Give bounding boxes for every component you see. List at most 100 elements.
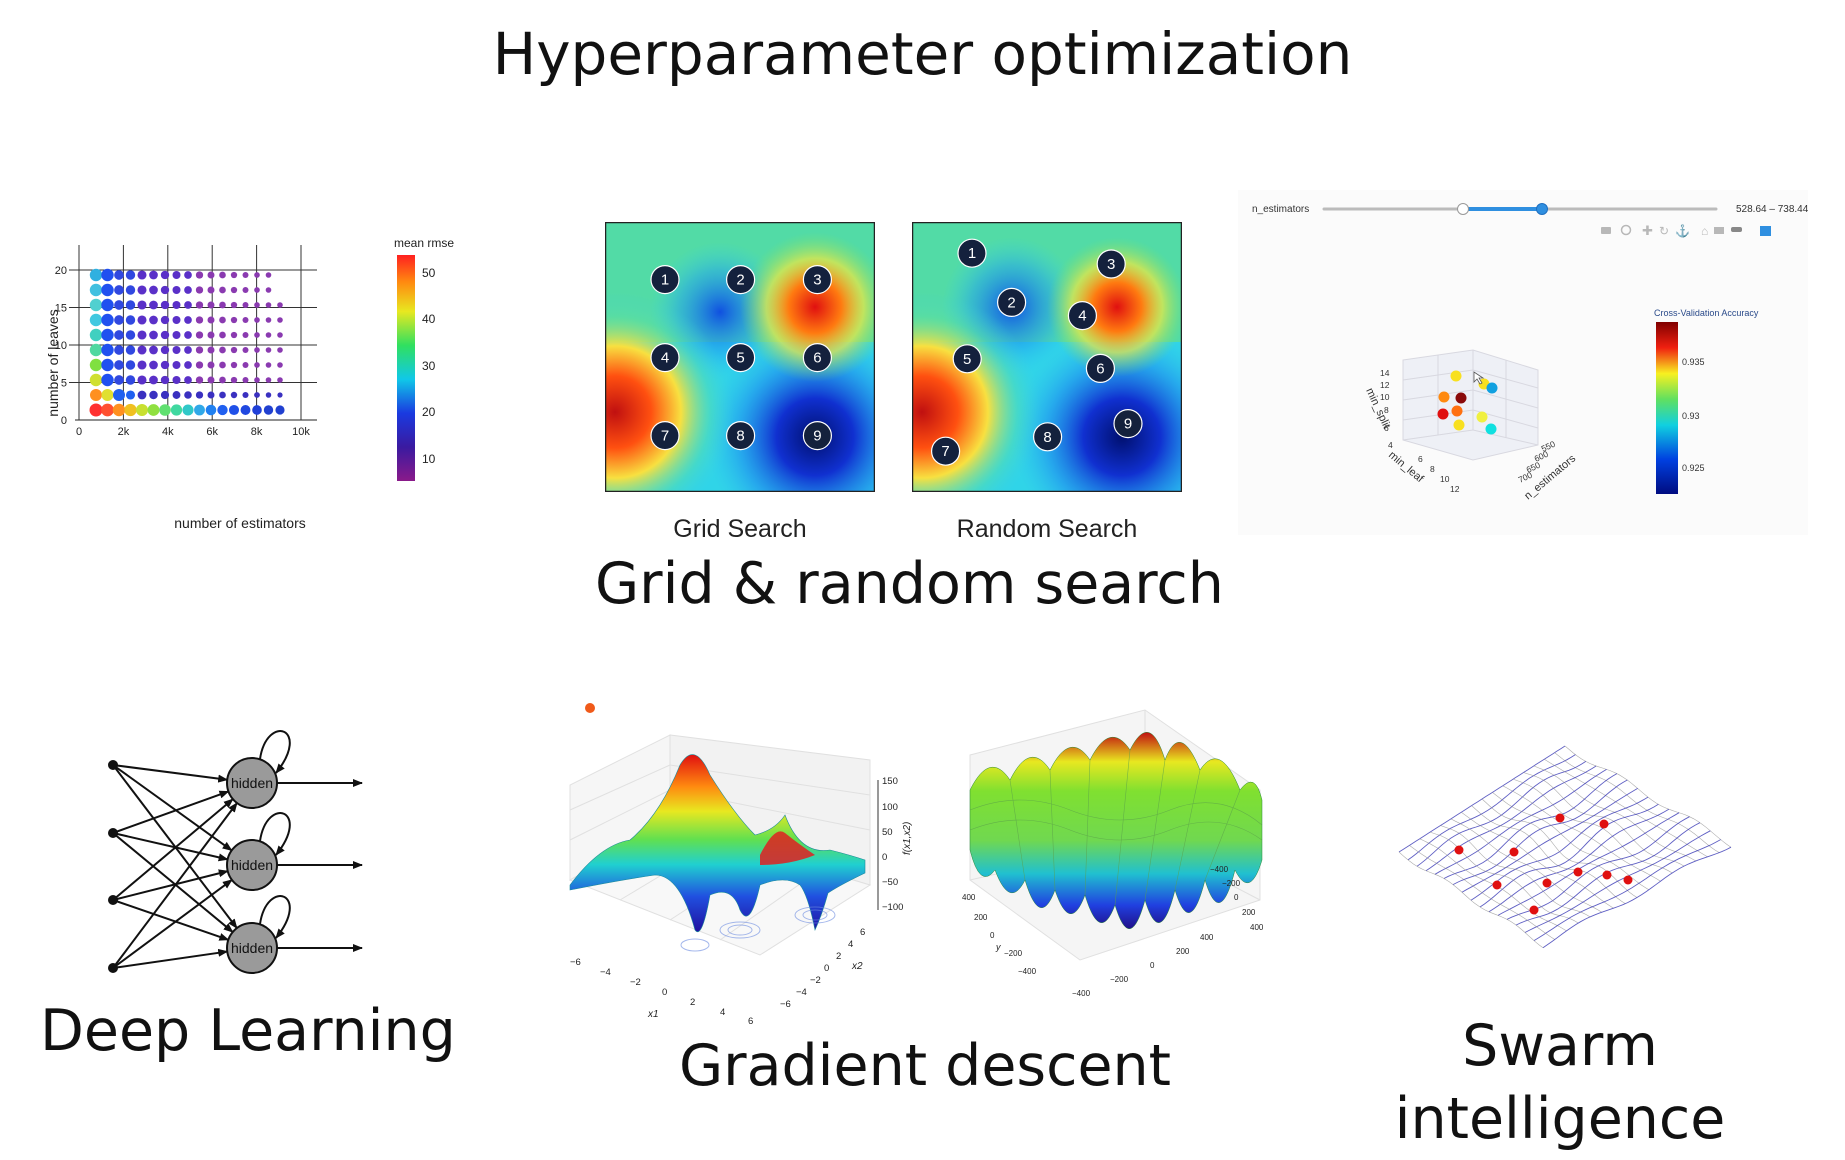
home-icon[interactable]: ⌂: [1701, 224, 1708, 238]
bubble-point: [254, 287, 260, 293]
bubble-point: [89, 358, 103, 372]
search-point: [957, 238, 987, 268]
bubble-point: [263, 405, 274, 415]
mesh-line: [1492, 792, 1649, 891]
plotly-3d-panel: n_estimators 528.64 – 738.44 ✚ ↻ ⚓ ⌂ Cro…: [1238, 190, 1809, 535]
camera-icon[interactable]: [1601, 227, 1611, 234]
cv-point[interactable]: [1476, 411, 1488, 423]
swarm-svg: [1398, 745, 1732, 949]
bubble-point: [101, 328, 114, 342]
mesh-line: [1461, 812, 1614, 909]
pan-icon[interactable]: ✚: [1642, 223, 1653, 238]
bubble-point: [172, 391, 181, 399]
cv-point[interactable]: [1453, 419, 1465, 431]
bubble-point: [160, 270, 170, 280]
swarm-particle: [1542, 878, 1552, 888]
right-right-tick: 0: [1234, 893, 1239, 902]
bubble-point: [114, 300, 124, 310]
search-point-label: 6: [1096, 360, 1104, 377]
colorbar-tick: 30: [422, 359, 436, 373]
colorbar-tick: 10: [422, 452, 436, 466]
bubble-point: [160, 390, 170, 400]
bubble-point: [101, 389, 114, 401]
bubble-point: [125, 390, 136, 400]
cv-point[interactable]: [1485, 423, 1497, 435]
bubble-point: [254, 377, 260, 383]
bubble-point: [265, 287, 272, 293]
mesh-line: [1542, 846, 1732, 949]
bubble-point: [242, 287, 249, 293]
main-title: Hyperparameter optimization: [492, 20, 1353, 88]
min-split-tick: 6: [1384, 423, 1389, 433]
bubble-point: [230, 271, 238, 279]
random-search-label: Random Search: [956, 515, 1138, 543]
search-point: [726, 264, 756, 295]
cv-point[interactable]: [1437, 408, 1449, 420]
bubble-point: [240, 405, 251, 415]
bubble-point: [277, 347, 283, 353]
bubble-point: [217, 404, 228, 416]
bubble-point: [137, 270, 147, 280]
bubble-point: [137, 285, 147, 295]
colorbar-tick: 50: [422, 266, 436, 280]
slider-label: n_estimators: [1252, 204, 1309, 215]
bubble-point: [230, 316, 238, 324]
bubble-point: [137, 375, 147, 385]
bubble-point: [114, 360, 124, 370]
bubble-point: [184, 376, 192, 384]
nn-self-loop: [259, 730, 291, 774]
bubble-xtick: 6k: [206, 426, 218, 438]
x2-axis-label: x2: [851, 961, 863, 972]
zoom-icon[interactable]: [1620, 224, 1632, 236]
rmse-colorbar: [397, 255, 415, 481]
right-right-tick: 400: [1250, 923, 1264, 932]
cv-point[interactable]: [1486, 382, 1498, 394]
modebar[interactable]: ✚ ↻ ⚓ ⌂: [1601, 223, 1771, 238]
bubble-point: [254, 347, 260, 353]
bubble-point: [160, 315, 170, 325]
slider-handle-low[interactable]: [1457, 203, 1469, 215]
bubble-xtick: 2k: [118, 426, 130, 438]
hover-icon[interactable]: [1731, 227, 1742, 232]
search-point: [650, 421, 680, 451]
colorbar-tick: 40: [422, 312, 436, 326]
bubble-point: [125, 330, 136, 340]
reset-camera-icon[interactable]: [1714, 227, 1724, 234]
cv-point[interactable]: [1450, 370, 1462, 382]
bubble-point: [219, 361, 226, 369]
cv-point[interactable]: [1455, 392, 1467, 404]
swarm-caption-line1: Swarm: [1462, 1013, 1658, 1079]
swarm-mesh: [1395, 740, 1735, 950]
rotate-icon[interactable]: ↻: [1659, 224, 1669, 238]
x2-tick: −2: [810, 975, 821, 986]
bubble-point: [89, 313, 103, 327]
bubble-point: [277, 392, 283, 398]
mesh-line: [1533, 839, 1721, 941]
mesh-line: [1479, 803, 1659, 908]
grid-random-caption: Grid & random search: [595, 551, 1224, 617]
search-point-label: 4: [1078, 308, 1086, 325]
bubble-point: [124, 403, 137, 417]
bubble-point: [89, 373, 103, 387]
nn-hidden-label: hidden: [231, 857, 273, 873]
nn-self-loop: [259, 812, 291, 856]
min-split-tick: 14: [1380, 368, 1390, 378]
bubble-point: [277, 317, 283, 323]
search-point: [996, 287, 1027, 318]
plotly-logo-icon[interactable]: [1760, 226, 1771, 236]
orbit-icon[interactable]: ⚓: [1675, 224, 1690, 238]
cv-colorbar: [1656, 322, 1678, 494]
bubble-ylabel: number of leaves: [45, 309, 61, 416]
bubble-point: [228, 404, 240, 416]
cv-point[interactable]: [1438, 391, 1450, 403]
swarm-particle: [1529, 905, 1539, 915]
search-point: [1033, 422, 1063, 452]
swarm-particle: [1602, 870, 1612, 880]
bubble-point: [277, 332, 283, 338]
nn-edge: [112, 869, 229, 901]
slider-handle-high[interactable]: [1536, 203, 1548, 215]
bubble-point: [242, 362, 249, 368]
bubble-point: [242, 347, 249, 353]
cv-point[interactable]: [1451, 405, 1463, 417]
3d-box[interactable]: [1402, 349, 1539, 461]
